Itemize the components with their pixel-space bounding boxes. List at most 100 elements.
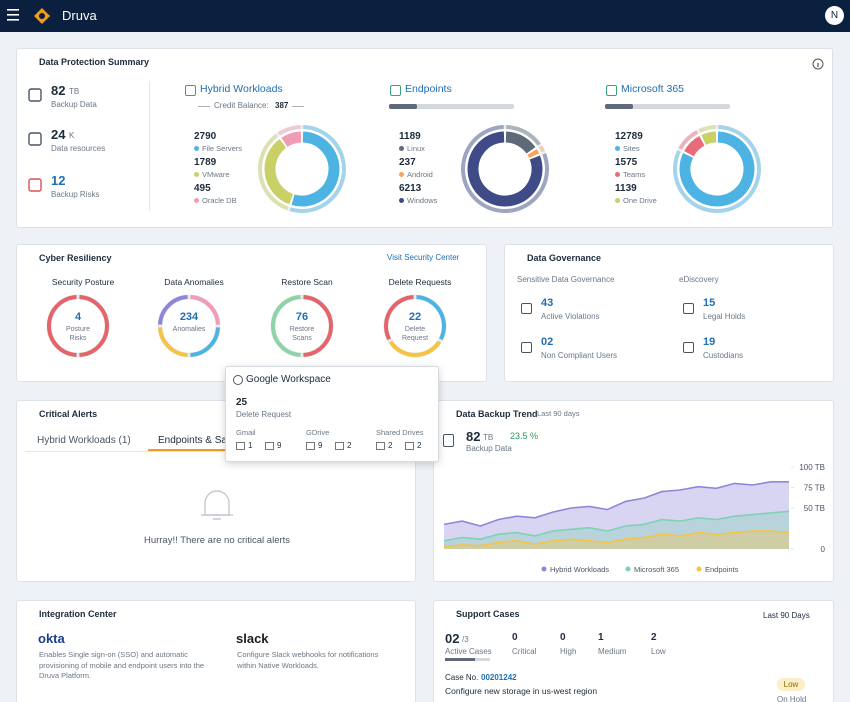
app-count-icon bbox=[265, 442, 274, 450]
gauge-label: Restore Scans bbox=[289, 326, 315, 342]
credit-value: 387 bbox=[275, 101, 289, 110]
donut-outer-segment bbox=[506, 125, 541, 146]
app-count-icon bbox=[335, 442, 344, 450]
donut-track bbox=[461, 125, 549, 213]
trend-label: Backup Data bbox=[466, 444, 512, 453]
donut-outer-segment bbox=[289, 125, 346, 213]
item-value: 1139 bbox=[615, 183, 637, 194]
gov-icon bbox=[683, 342, 694, 353]
app-logo: slack bbox=[236, 631, 269, 646]
trend-value: 82 bbox=[466, 429, 481, 444]
chart-subtitle: Last 90 days bbox=[537, 409, 580, 418]
item-value: 1789 bbox=[194, 157, 217, 168]
gauge-arc bbox=[158, 295, 188, 325]
level-value: 1 bbox=[598, 632, 604, 643]
integration-panel: Integration Center okta Enables Single sig… bbox=[16, 600, 416, 702]
app-count: 2 bbox=[347, 441, 352, 450]
level-label: Low bbox=[651, 647, 666, 656]
gauge-arc bbox=[388, 340, 442, 357]
gauge-title: Delete Requests bbox=[388, 277, 452, 287]
app-name: Gmail bbox=[236, 428, 256, 437]
item-value: 12789 bbox=[615, 131, 643, 142]
item-dot bbox=[194, 198, 199, 203]
period-select[interactable]: Last 90 Days bbox=[763, 611, 810, 620]
gauge-arc bbox=[79, 295, 109, 357]
legend-dot bbox=[696, 566, 702, 572]
credit-label: Credit Balance: bbox=[214, 101, 269, 110]
app-description: Configure Slack webhooks for notificatio… bbox=[237, 650, 379, 670]
area-chart: 100 TB 75 TB 50 TB 0 Hybrid Workloads Microso… bbox=[443, 463, 826, 574]
gauge-arc bbox=[303, 295, 333, 357]
progress-track bbox=[389, 104, 514, 109]
donut-outer-segment bbox=[461, 125, 549, 213]
donut-outer-segment bbox=[698, 125, 716, 133]
donut-outer-segment bbox=[678, 130, 699, 150]
donut-segment bbox=[291, 131, 340, 207]
level-label: High bbox=[560, 647, 577, 656]
item-label: Sites bbox=[623, 144, 640, 153]
donut-segment bbox=[684, 135, 705, 157]
credit-line bbox=[198, 106, 210, 107]
donut-segment bbox=[679, 131, 755, 207]
info-icon bbox=[812, 58, 824, 70]
item-label: Linux bbox=[407, 144, 425, 153]
group-icon bbox=[390, 85, 401, 96]
panel-title: Data Protection Summary bbox=[39, 57, 150, 67]
item-dot bbox=[194, 146, 199, 151]
series-area bbox=[444, 511, 789, 549]
app-count: 2 bbox=[388, 441, 393, 450]
series-line bbox=[443, 481, 789, 527]
gauge-arc bbox=[190, 295, 220, 325]
donut-segment bbox=[505, 131, 536, 154]
gov-icon bbox=[521, 342, 532, 353]
gauge-label: Delete Request bbox=[401, 326, 429, 342]
data-governance-panel: Data Governance Sensitive Data Governance… bbox=[504, 244, 834, 382]
chart-title: Data Backup Trend bbox=[456, 409, 538, 419]
donut-outer-segment bbox=[277, 125, 301, 136]
app-name: GDrive bbox=[306, 428, 330, 437]
menu-icon[interactable] bbox=[7, 9, 20, 21]
support-panel: Support Cases Last 90 Days 02/3 Active Case… bbox=[433, 600, 834, 702]
panel-title: Cyber Resiliency bbox=[39, 253, 112, 263]
donut-segment bbox=[264, 138, 294, 205]
panel-title: Critical Alerts bbox=[39, 409, 98, 419]
series-area bbox=[444, 531, 789, 549]
stat-value: 12 bbox=[51, 173, 66, 188]
trend-unit: TB bbox=[483, 433, 494, 442]
tabs-line bbox=[25, 451, 409, 452]
y-tick-label: 100 TB bbox=[799, 463, 825, 472]
security-link[interactable]: Visit Security Center bbox=[387, 253, 460, 262]
alert-tab[interactable]: Hybrid Workloads (1) bbox=[37, 435, 131, 446]
trend-change: 23.5 % bbox=[510, 431, 539, 441]
logo[interactable] bbox=[33, 7, 51, 25]
gov-label: Non Compliant Users bbox=[541, 351, 618, 360]
level-label: Medium bbox=[598, 647, 627, 656]
gauge-title: Data Anomalies bbox=[164, 277, 224, 287]
item-value: 1189 bbox=[399, 131, 421, 142]
series-line bbox=[443, 510, 790, 542]
stat-label: Backup Data bbox=[51, 100, 97, 109]
icon-shape bbox=[28, 178, 42, 192]
donut-segment bbox=[467, 131, 543, 207]
gov-value: 19 bbox=[703, 336, 716, 348]
legend-dot bbox=[625, 566, 631, 572]
bell-shape bbox=[204, 490, 230, 516]
case-label: Case No. bbox=[445, 673, 479, 682]
info-bar bbox=[817, 63, 819, 67]
tooltip-value: 25 bbox=[236, 397, 248, 408]
progress-fill bbox=[389, 104, 417, 109]
donut-segment bbox=[527, 148, 540, 159]
donut-segment bbox=[281, 131, 302, 148]
group-title: Microsoft 365 bbox=[621, 83, 685, 95]
gov-value: 02 bbox=[541, 336, 554, 348]
y-tick-label: 75 TB bbox=[804, 484, 825, 493]
avatar[interactable]: N bbox=[825, 6, 844, 25]
alerts-message: Hurray!! There are no critical alerts bbox=[143, 535, 291, 546]
gauge-title: Security Posture bbox=[51, 277, 115, 287]
item-dot bbox=[399, 146, 404, 151]
item-dot bbox=[615, 172, 620, 177]
tooltip: Google Workspace 25 Delete Request Gmail 1 9 G… bbox=[225, 366, 439, 462]
stat-icon bbox=[28, 178, 42, 192]
alert-tab[interactable]: Endpoints & SaaS Apps bbox=[158, 435, 265, 446]
active-bar-fill bbox=[445, 658, 475, 661]
